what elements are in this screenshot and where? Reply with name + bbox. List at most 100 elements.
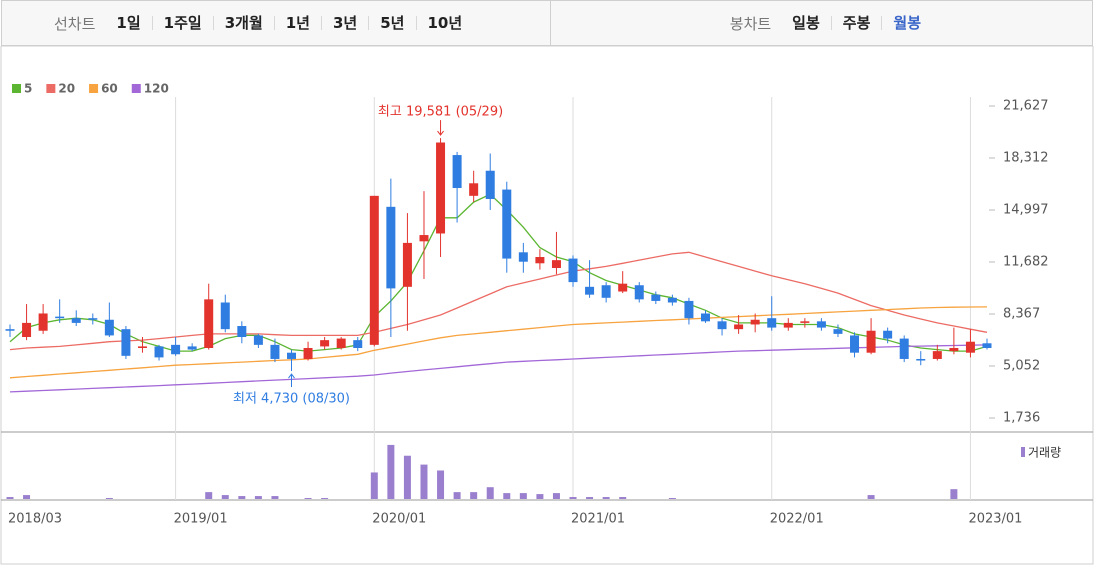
candle-body <box>850 335 860 353</box>
candle-body <box>38 313 48 331</box>
tab[interactable]: 10년 <box>415 16 474 31</box>
y-tick-label: 11,682 <box>1003 254 1049 269</box>
candle-body <box>866 330 876 353</box>
tab[interactable]: 일봉 <box>792 14 820 32</box>
legend-label: 120 <box>144 82 169 96</box>
candle-body <box>634 285 644 300</box>
candle-body <box>369 195 379 345</box>
volume-bar <box>602 497 610 499</box>
volume-bar <box>387 444 395 499</box>
volume-bar <box>668 498 676 499</box>
candle-body <box>22 322 32 338</box>
volume-bar <box>6 497 14 499</box>
candle-body <box>767 318 777 328</box>
tab[interactable]: 1년 <box>273 16 321 31</box>
candle-body <box>336 338 346 348</box>
volume-bar <box>536 494 544 499</box>
candle-body <box>667 297 677 303</box>
candle-body <box>651 294 661 301</box>
candle-body <box>816 321 826 328</box>
annotation: 최저 4,730 (08/30) <box>233 392 350 407</box>
candle-body <box>88 318 98 320</box>
candle-body <box>502 189 512 259</box>
candle-body <box>253 335 263 345</box>
tab[interactable]: 1주일 <box>151 16 213 31</box>
candle-body <box>783 322 793 328</box>
candle-body <box>419 235 429 242</box>
arrow-head <box>437 130 444 136</box>
x-tick-label: 2019/01 <box>174 512 228 527</box>
volume-bar <box>619 497 627 499</box>
legend-swatch <box>12 84 21 93</box>
volume-bar <box>569 497 577 499</box>
x-tick-label: 2023/01 <box>968 512 1022 527</box>
x-tick-label: 2020/01 <box>372 512 426 527</box>
volume-bar <box>486 487 494 499</box>
candle-body <box>618 283 628 292</box>
arrow-head <box>288 373 295 379</box>
candle-body <box>187 346 197 350</box>
candle-body <box>171 344 181 355</box>
candle-body <box>137 346 147 348</box>
volume-bar <box>503 493 511 499</box>
y-tick-label: 8,367 <box>1003 306 1040 321</box>
volume-bar <box>403 455 411 499</box>
candle-body <box>518 252 528 262</box>
volume-bar <box>304 498 312 499</box>
x-tick-label: 2022/01 <box>770 512 824 527</box>
candle-body <box>684 300 694 319</box>
candle-body <box>982 343 992 348</box>
candle-body <box>237 326 247 338</box>
candle-body <box>469 183 479 196</box>
candle-body <box>965 341 975 353</box>
volume-bar <box>453 492 461 499</box>
volume-bar <box>205 492 213 499</box>
ma-line <box>9 306 988 379</box>
candle-body <box>320 340 330 347</box>
legend-label: 20 <box>58 82 75 96</box>
candle-body <box>204 299 214 348</box>
tab[interactable]: 월봉 <box>881 16 932 31</box>
candle-body <box>734 324 744 330</box>
candle-body <box>386 206 396 289</box>
group-label: 선차트 <box>54 14 96 33</box>
legend-label: 거래량 <box>1028 446 1061 460</box>
tab[interactable]: 3년 <box>321 16 368 31</box>
candle-body <box>436 142 446 234</box>
candle-body <box>270 344 280 359</box>
candle-body <box>932 351 942 359</box>
annotation: 최고 19,581 (05/29) <box>378 105 503 120</box>
volume-bar <box>370 472 378 499</box>
candle-body <box>353 340 363 348</box>
candle-body <box>535 257 545 264</box>
candle-body <box>5 329 15 331</box>
candle-body <box>601 285 611 298</box>
volume-bar <box>271 496 279 499</box>
tab[interactable]: 5년 <box>368 16 415 31</box>
candle-body <box>899 338 909 359</box>
volume-bar <box>950 489 958 499</box>
volume-bar <box>586 497 594 499</box>
candle-body <box>55 316 65 319</box>
candle-type-group: 봉차트 일봉 주봉 월봉 <box>551 1 1092 45</box>
y-tick-label: 5,052 <box>1003 358 1040 373</box>
candle-body <box>154 346 164 358</box>
chart-frame <box>0 46 1094 565</box>
volume-bar <box>470 492 478 499</box>
tab[interactable]: 3개월 <box>212 16 274 31</box>
candle-body <box>485 170 495 199</box>
ma-line <box>9 344 988 393</box>
volume-bar <box>105 498 113 499</box>
legend-label: 60 <box>101 82 118 96</box>
candle-body <box>402 242 412 287</box>
tab[interactable]: 주봉 <box>830 16 882 31</box>
volume-bar <box>221 495 229 499</box>
volume-bar <box>321 498 329 499</box>
candle-body <box>916 358 926 361</box>
tab[interactable]: 1일 <box>116 14 141 32</box>
volume-bar <box>254 496 262 499</box>
volume-bar <box>420 464 428 499</box>
candle-body <box>104 319 114 336</box>
group-label: 봉차트 <box>729 14 772 33</box>
